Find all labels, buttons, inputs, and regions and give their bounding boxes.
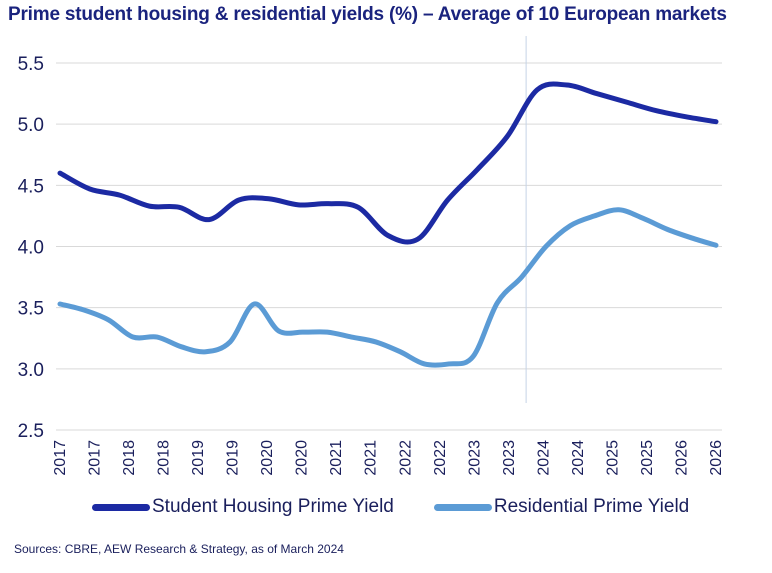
x-tick-label: 2019 [225,440,242,476]
x-tick-label: 2020 [294,440,311,476]
chart-title: Prime student housing & residential yiel… [8,4,727,25]
x-tick-label: 2024 [570,440,587,476]
x-tick-label: 2017 [87,440,104,476]
x-tick-label: 2023 [501,440,518,476]
x-tick-label: 2026 [708,440,725,476]
legend-item-residential: Residential Prime Yield [433,496,690,518]
x-tick-label: 2018 [121,440,138,476]
y-tick-label: 4.0 [18,238,44,259]
x-tick-label: 2022 [432,440,449,476]
gridlines [56,36,722,431]
legend-label-student: Student Housing Prime Yield [152,496,394,517]
x-tick-label: 2024 [535,440,552,476]
student-housing-line [57,81,719,245]
x-tick-label: 2017 [52,440,69,476]
y-tick-label: 3.0 [18,360,44,381]
x-tick-label: 2025 [604,440,621,476]
x-axis: 2017 2017 2018 2018 2019 2019 2020 2020 2021 2021… [52,440,725,476]
legend: Student Housing Prime Yield Residential … [92,496,729,518]
x-tick-label: 2021 [328,440,345,476]
source-note: Sources: CBRE, AEW Research & Strategy, … [14,542,344,556]
residential-line [57,207,719,368]
legend-swatch-student [92,503,150,511]
x-tick-label: 2026 [673,440,690,476]
x-tick-label: 2019 [190,440,207,476]
legend-swatch-residential [433,503,492,511]
y-tick-label: 5.5 [18,54,44,75]
x-tick-label: 2023 [466,440,483,476]
y-tick-label: 2.5 [18,421,44,442]
series-lines [57,81,719,368]
y-tick-label: 5.0 [18,115,44,136]
x-tick-label: 2021 [363,440,380,476]
x-tick-label: 2025 [639,440,656,476]
y-tick-label: 4.5 [18,176,44,197]
x-tick-label: 2022 [397,440,414,476]
legend-label-residential: Residential Prime Yield [493,496,690,517]
legend-item-student: Student Housing Prime Yield [92,496,394,518]
x-tick-label: 2020 [259,440,276,476]
y-axis: 2.5 3.0 3.5 4.0 4.5 5.0 5.5 [18,54,44,442]
x-tick-label: 2018 [156,440,173,476]
y-tick-label: 3.5 [18,299,44,320]
line-chart: 2.53.03.54.04.55.05.5 2017 2017 2018 2018 20… [18,36,725,476]
